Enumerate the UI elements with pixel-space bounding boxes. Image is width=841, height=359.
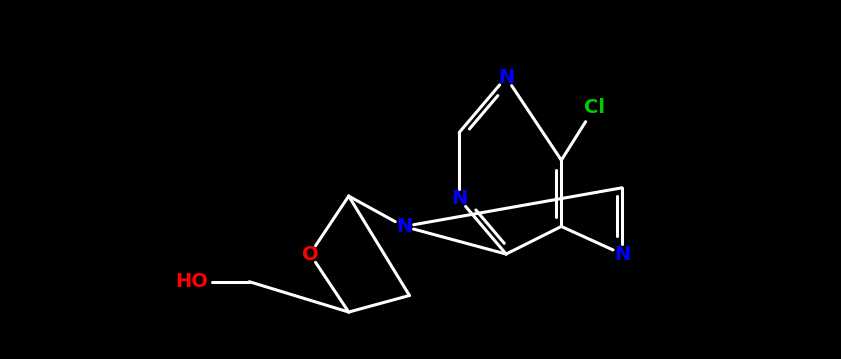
Text: N: N — [498, 68, 514, 87]
Text: N: N — [614, 244, 630, 264]
Text: N: N — [396, 217, 412, 236]
Text: HO: HO — [175, 272, 208, 291]
Text: O: O — [302, 244, 319, 264]
Text: N: N — [451, 189, 468, 208]
Text: Cl: Cl — [584, 98, 605, 117]
